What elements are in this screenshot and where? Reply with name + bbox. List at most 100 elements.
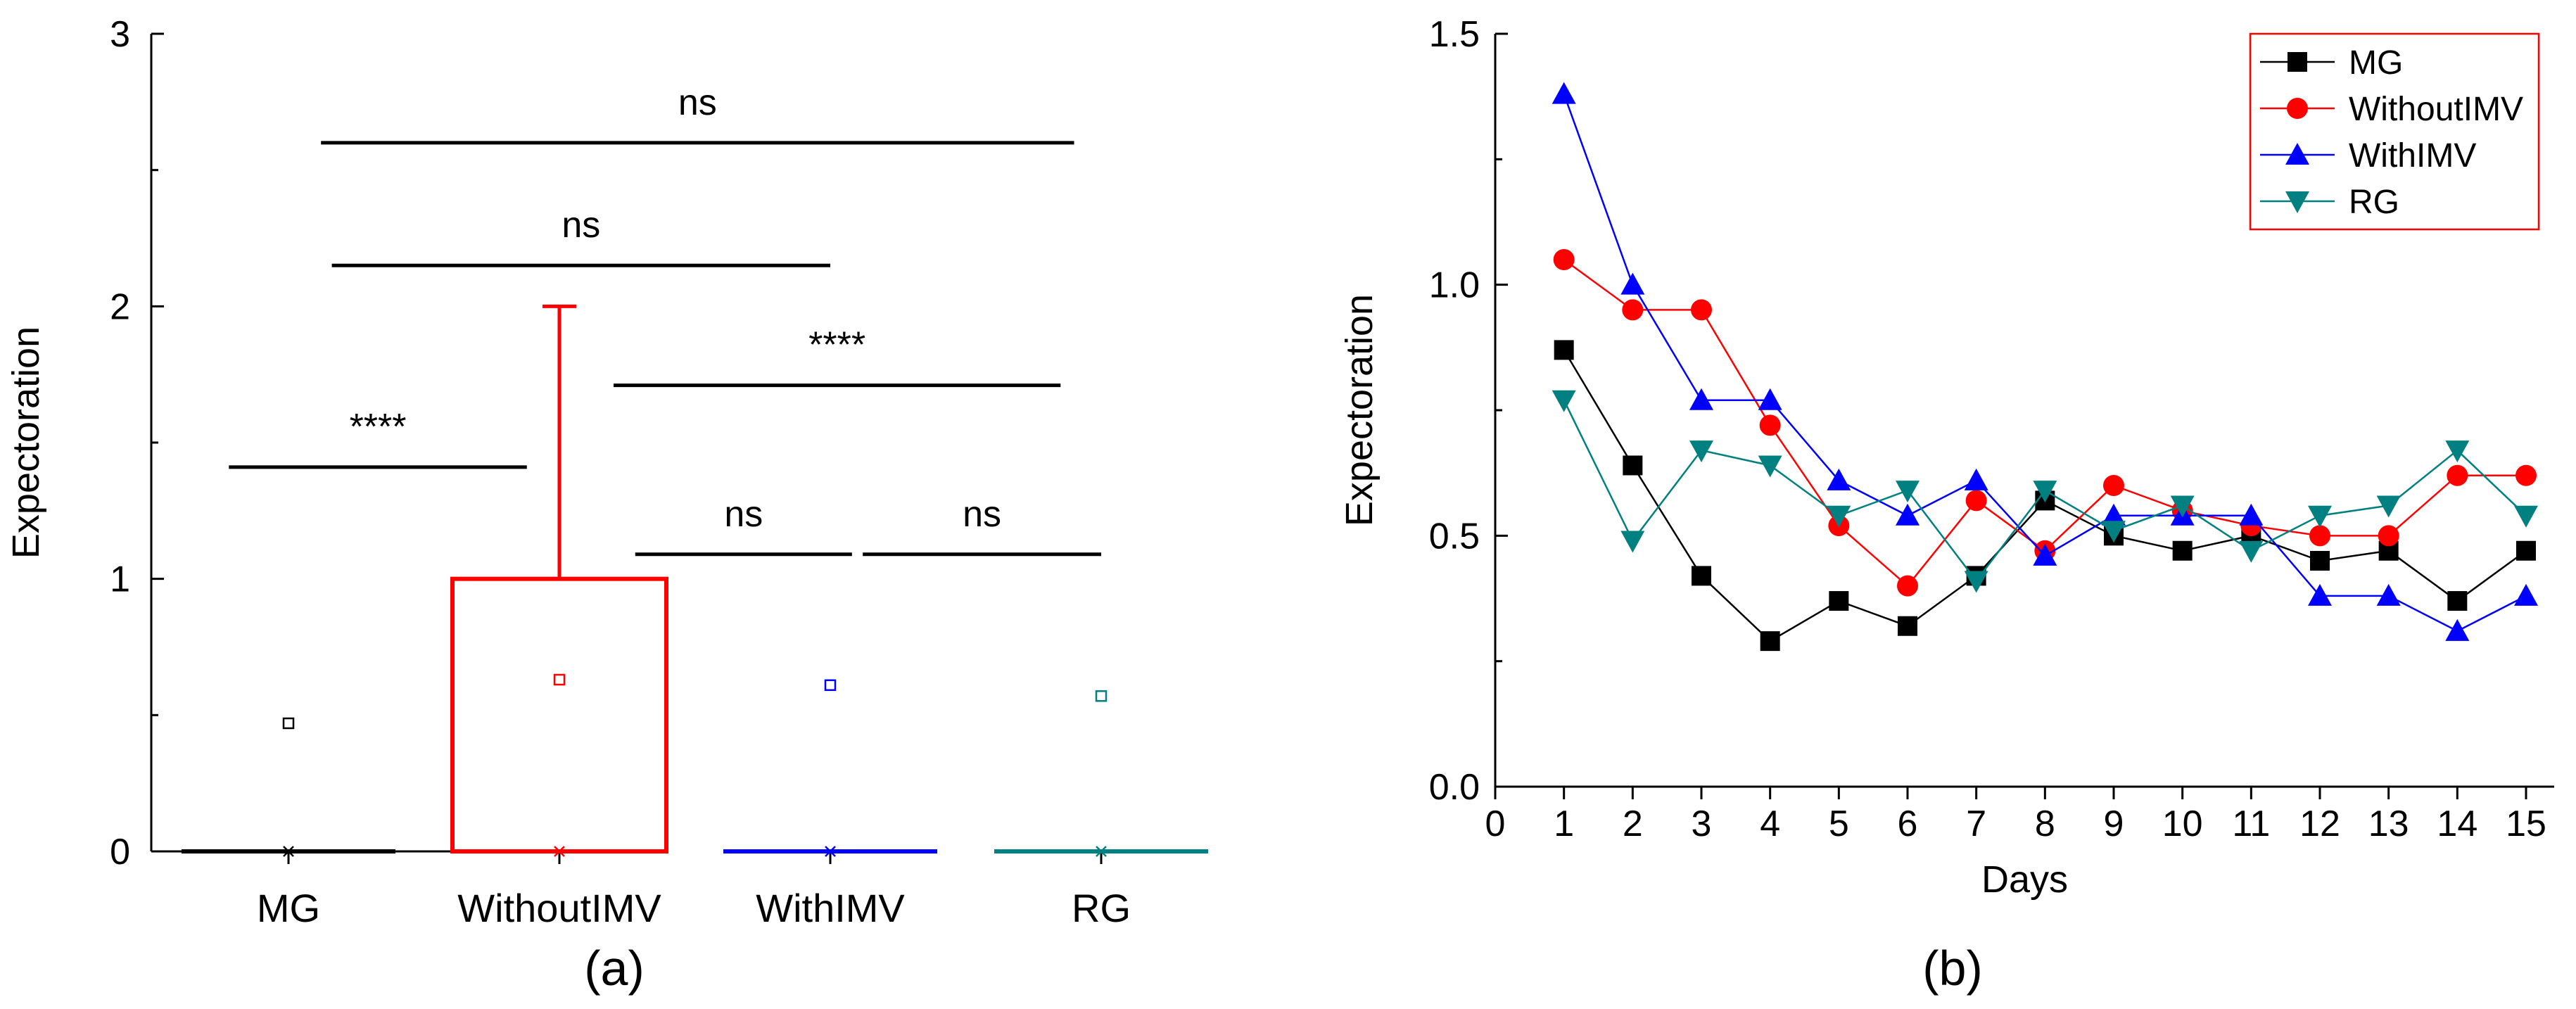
significance-label: ns — [561, 205, 600, 246]
data-point-WithoutIMV — [1553, 249, 1575, 270]
median-marker-WithoutIMV — [554, 846, 565, 857]
data-point-MG — [2172, 540, 2193, 561]
data-point-WithoutIMV — [2447, 464, 2468, 486]
significance-label: ns — [678, 82, 717, 123]
panel-label-a: (a) — [584, 941, 645, 996]
data-point-MG — [1829, 591, 1849, 611]
data-point-RG — [2102, 521, 2126, 543]
data-point-WithIMV — [1620, 272, 1645, 295]
data-point-RG — [1620, 531, 1645, 553]
x-tick-label: 4 — [1760, 804, 1780, 844]
data-point-MG — [1554, 340, 1574, 360]
y-axis-title: Expectoration — [5, 326, 47, 559]
legend-label-MG: MG — [2349, 44, 2403, 82]
x-tick-label: 0 — [1485, 804, 1506, 844]
x-tick-label: MG — [257, 886, 320, 930]
data-point-RG — [2170, 495, 2195, 518]
mean-marker-WithIMV — [824, 679, 837, 691]
data-point-RG — [1827, 505, 1851, 528]
x-tick-label: 9 — [2104, 804, 2124, 844]
data-point-MG — [2516, 540, 2536, 561]
data-point-MG — [1692, 566, 1711, 586]
data-point-RG — [2308, 505, 2332, 528]
legend-marker-RG — [2285, 191, 2309, 213]
data-point-WithoutIMV — [1691, 299, 1712, 321]
data-point-RG — [2033, 481, 2057, 503]
y-tick-label: 0.5 — [1429, 516, 1480, 557]
data-point-MG — [1623, 455, 1643, 476]
panel-b-line-chart: 0.00.51.01.50 1 2 3 4 5 6 7 8 9 10 11 12 13 14 15DaysEx… — [1338, 14, 2554, 901]
mean-marker-WithoutIMV — [553, 673, 566, 686]
x-tick-label: 10 — [2162, 804, 2203, 844]
mean-marker-RG — [1095, 690, 1108, 702]
x-tick-label: 8 — [2035, 804, 2055, 844]
y-tick-label: 0.0 — [1429, 767, 1480, 808]
data-point-RG — [1552, 390, 1576, 412]
y-tick-label: 1.0 — [1429, 265, 1480, 306]
x-tick-label: WithIMV — [756, 886, 905, 930]
x-tick-label: RG — [1072, 886, 1131, 930]
significance-label: ns — [724, 494, 763, 535]
legend-marker-MG — [2288, 52, 2307, 72]
legend-label-RG: RG — [2349, 184, 2399, 221]
data-point-WithIMV — [1896, 503, 1920, 526]
x-tick-label: 5 — [1829, 804, 1849, 844]
x-tick-label: 15 — [2506, 804, 2546, 844]
x-tick-label: 2 — [1623, 804, 1643, 844]
data-point-WithIMV — [1552, 82, 1576, 104]
legend-marker-WithoutIMV — [2287, 98, 2308, 119]
median-marker-MG — [283, 846, 294, 857]
data-point-WithoutIMV — [2515, 464, 2537, 486]
x-tick-label: WithoutIMV — [457, 886, 661, 930]
data-point-RG — [2376, 495, 2401, 518]
y-tick-label: 0 — [110, 832, 130, 872]
data-point-RG — [2514, 505, 2538, 528]
data-point-WithIMV — [2308, 583, 2332, 606]
y-tick-label: 1.5 — [1429, 14, 1480, 55]
data-point-WithoutIMV — [1759, 414, 1781, 436]
data-point-WithoutIMV — [1897, 575, 1918, 597]
data-point-WithIMV — [2445, 618, 2470, 641]
data-point-WithoutIMV — [1965, 490, 1987, 512]
x-tick-label: 1 — [1554, 804, 1574, 844]
legend-label-WithoutIMV: WithoutIMV — [2349, 91, 2523, 128]
data-point-MG — [2447, 591, 2468, 611]
median-marker-WithIMV — [825, 846, 836, 857]
data-point-WithIMV — [2102, 503, 2126, 526]
x-tick-label: 3 — [1692, 804, 1712, 844]
legend-marker-WithIMV — [2285, 143, 2309, 165]
significance-label: **** — [350, 407, 407, 448]
x-axis-title: Days — [1981, 858, 2068, 901]
data-point-WithIMV — [1689, 388, 1713, 410]
legend-label-WithIMV: WithIMV — [2349, 137, 2476, 174]
data-point-RG — [2239, 540, 2264, 563]
box-WithoutIMV — [450, 576, 668, 854]
series-WithIMV — [1552, 82, 2538, 641]
data-point-WithoutIMV — [2103, 475, 2124, 496]
significance-label: ns — [963, 494, 1001, 535]
data-point-RG — [1758, 455, 1782, 478]
panel-a-box-plot: 0 1 2 3 Expectoration MG WithoutIMV WithIMV RG ns… — [5, 14, 1208, 930]
legend: MG WithoutIMV WithIMV RG — [2249, 32, 2540, 231]
mean-marker-MG — [282, 717, 295, 730]
x-tick-label: 14 — [2437, 804, 2477, 844]
data-point-WithIMV — [1964, 468, 1988, 490]
x-tick-label: 13 — [2368, 804, 2409, 844]
data-point-WithoutIMV — [2378, 525, 2399, 547]
data-point-WithIMV — [1758, 388, 1782, 410]
x-tick-label: 12 — [2299, 804, 2340, 844]
data-point-WithIMV — [2033, 543, 2057, 566]
data-point-MG — [2310, 551, 2330, 571]
data-point-WithIMV — [2239, 503, 2264, 526]
data-point-RG — [2445, 440, 2470, 463]
data-point-WithoutIMV — [2309, 525, 2330, 547]
series-RG — [1552, 390, 2538, 593]
significance-label: **** — [808, 325, 865, 366]
median-marker-RG — [1096, 846, 1107, 857]
x-tick-label: 11 — [2232, 804, 2270, 844]
data-point-WithIMV — [1827, 468, 1851, 490]
data-point-RG — [1689, 440, 1713, 463]
data-point-RG — [1896, 481, 1920, 503]
data-point-WithoutIMV — [1622, 299, 1644, 321]
